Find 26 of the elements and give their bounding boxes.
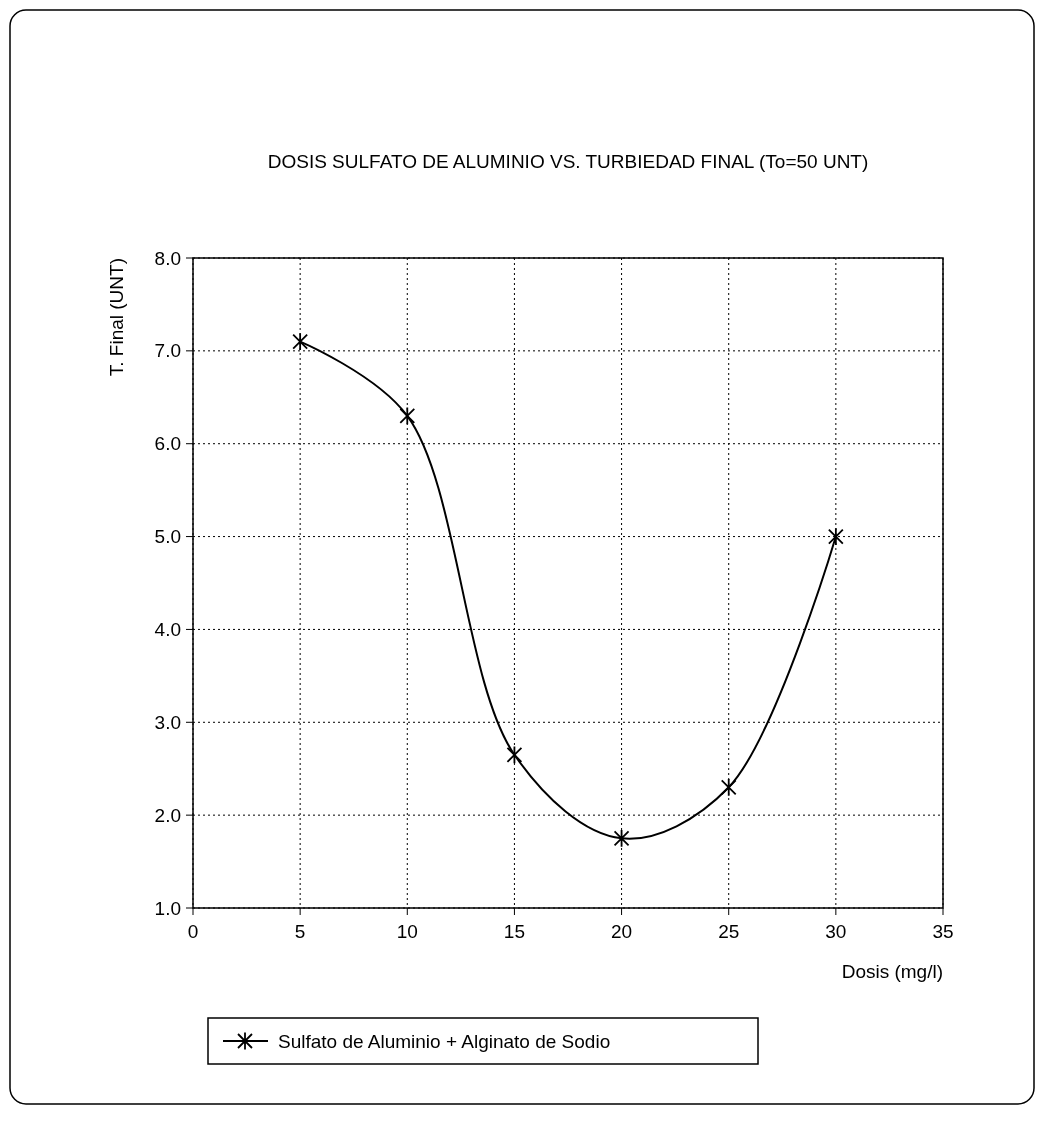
x-tick-label: 30 bbox=[825, 921, 847, 942]
point bbox=[827, 527, 844, 546]
point bbox=[399, 406, 416, 426]
point bbox=[506, 745, 523, 765]
x-tick-label: 35 bbox=[932, 921, 954, 942]
y-tick-label: 6.0 bbox=[154, 433, 181, 455]
y-tick-label: 8.0 bbox=[154, 247, 181, 269]
x-tick-label: 10 bbox=[396, 921, 418, 942]
point bbox=[613, 829, 630, 848]
legend-label: Sulfato de Aluminio + Alginato de Sodio bbox=[278, 1030, 611, 1052]
y-axis-title: T. Final (UNT) bbox=[106, 258, 127, 377]
x-tick-label: 15 bbox=[503, 921, 525, 942]
y-tick-label: 7.0 bbox=[154, 340, 181, 362]
y-tick-label: 4.0 bbox=[154, 618, 181, 640]
y-tick-label: 5.0 bbox=[154, 526, 181, 548]
y-tick-label: 1.0 bbox=[154, 897, 181, 919]
x-tick-label: 25 bbox=[718, 921, 740, 942]
point bbox=[292, 332, 309, 351]
chart-title: DOSIS SULFATO DE ALUMINIO VS. TURBIEDAD FINAL (To=50 UNT) bbox=[267, 151, 869, 172]
y-tick-label: 3.0 bbox=[154, 711, 181, 733]
x-tick-label: 5 bbox=[294, 921, 306, 942]
x-axis-title: Dosis (mg/l) bbox=[841, 961, 943, 982]
point bbox=[720, 777, 737, 797]
y-tick-label: 2.0 bbox=[154, 804, 181, 826]
x-tick-label: 0 bbox=[187, 921, 199, 942]
x-tick-label: 20 bbox=[611, 921, 633, 942]
